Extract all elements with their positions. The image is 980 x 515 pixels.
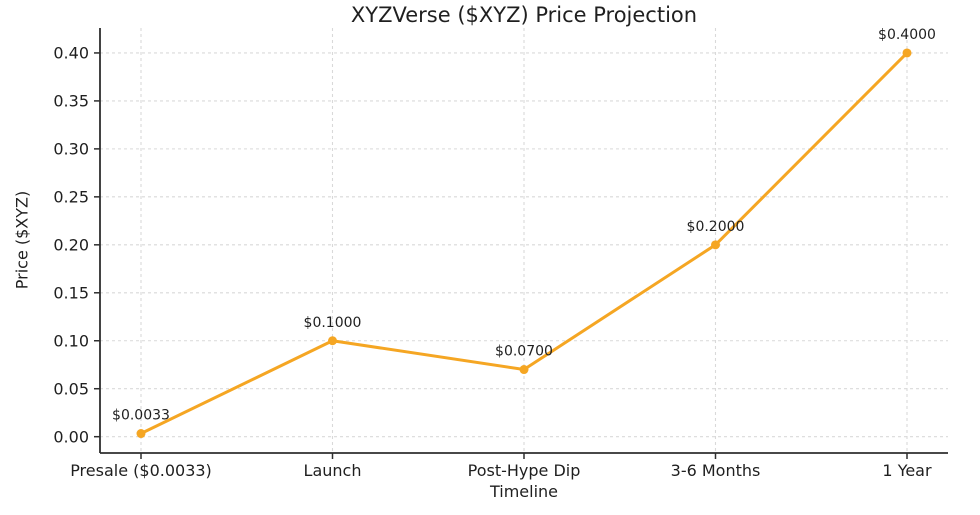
point-value-label: $0.0033 [112, 408, 170, 424]
y-tick-label: 0.10 [53, 331, 89, 350]
point-annotations: $0.0033 $0.1000 $0.0700 $0.2000 $0.4000 [112, 27, 936, 424]
point-value-label: $0.1000 [304, 315, 362, 331]
data-point [519, 365, 529, 375]
data-point [902, 48, 912, 58]
data-point [136, 429, 146, 439]
y-tick-label: 0.40 [53, 44, 89, 63]
point-value-label: $0.0700 [495, 344, 553, 360]
x-tick-label: 3-6 Months [671, 461, 761, 480]
y-tick-label: 0.15 [53, 283, 89, 302]
y-tick-label: 0.05 [53, 379, 89, 398]
y-tick-label: 0.30 [53, 139, 89, 158]
x-tick-label: Post-Hype Dip [468, 461, 581, 480]
y-tick-label: 0.20 [53, 235, 89, 254]
point-value-label: $0.2000 [687, 219, 745, 235]
data-point [711, 240, 720, 250]
axes: 0.00 0.05 0.10 0.15 0.20 0.25 0.30 0.35 0.40 Pres… [53, 28, 948, 480]
y-axis-label: Price ($XYZ) [13, 191, 32, 289]
x-tick-label: Launch [304, 461, 362, 480]
x-tick-label: 1 Year [882, 461, 932, 480]
x-axis-label: Timeline [489, 482, 558, 501]
y-tick-label: 0.35 [53, 92, 89, 111]
y-tick-label: 0.00 [53, 427, 89, 446]
x-tick-label: Presale ($0.0033) [70, 461, 212, 480]
chart-title: XYZVerse ($XYZ) Price Projection [351, 3, 697, 27]
price-line-series [136, 48, 912, 439]
gridlines [100, 28, 948, 453]
data-point [328, 336, 337, 346]
point-value-label: $0.4000 [878, 27, 936, 43]
y-tick-label: 0.25 [53, 187, 89, 206]
